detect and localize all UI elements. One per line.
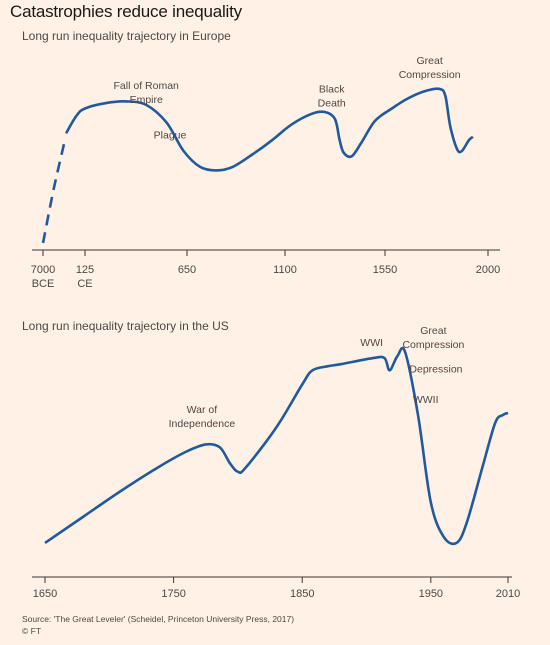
europe-x-tick-label: 1100 (273, 264, 297, 276)
europe-annotation: Black Death (318, 83, 346, 109)
europe-x-tick-label: 1550 (373, 264, 397, 276)
chart-title: Catastrophies reduce inequality (10, 2, 242, 21)
us-chart-subtitle: Long run inequality trajectory in the US (22, 319, 229, 333)
us-annotation: War of Independence (169, 404, 236, 430)
us-annotation: WWII (413, 394, 439, 406)
ft-credit: © FT (22, 626, 42, 636)
us-annotation: WWI (360, 337, 383, 349)
europe-x-tick-label: 2000 (476, 264, 500, 276)
us-x-tick-label: 1650 (33, 588, 57, 600)
us-x-tick-label: 1850 (290, 588, 314, 600)
europe-series-line-dashed (41, 143, 66, 244)
us-series-line (44, 346, 509, 546)
europe-annotation: Plague (154, 129, 187, 141)
europe-x-tick-label: 7000 BCE (31, 264, 55, 290)
europe-x-tick-label: 650 (178, 264, 196, 276)
europe-annotation: Great Compression (399, 55, 461, 81)
us-annotation: Great Compression (402, 325, 464, 351)
europe-chart-subtitle: Long run inequality trajectory in Europe (22, 29, 231, 43)
europe-x-tick-label: 125 CE (76, 264, 94, 290)
us-annotation: Depression (409, 363, 462, 375)
europe-series-line (64, 87, 474, 172)
us-x-tick-label: 1750 (161, 588, 185, 600)
us-x-tick-label: 2010 (496, 588, 520, 600)
europe-annotation: Fall of Roman Empire (114, 80, 180, 106)
us-x-tick-label: 1950 (419, 588, 443, 600)
source-note: Source: 'The Great Leveler' (Scheidel, P… (22, 613, 294, 637)
source-text: Source: 'The Great Leveler' (Scheidel, P… (22, 614, 295, 624)
